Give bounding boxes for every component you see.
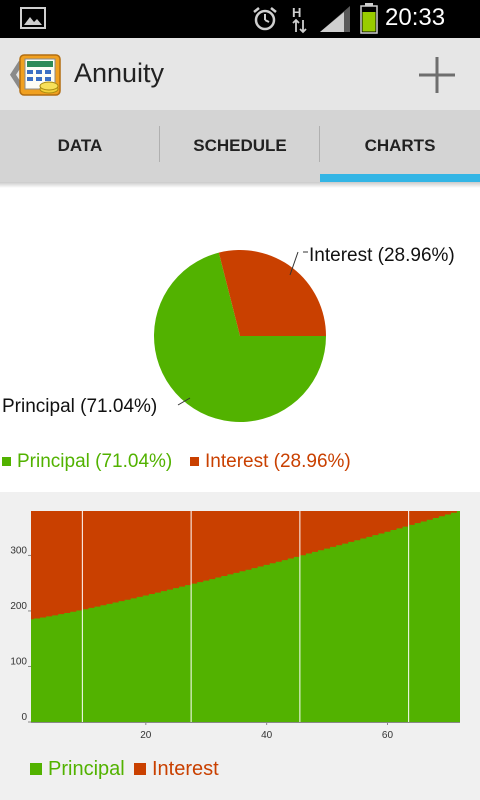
area-x-tick-label: 40 <box>261 730 273 741</box>
tab-divider <box>319 126 320 162</box>
pie-legend-label-interest: Interest (28.96%) <box>205 451 351 472</box>
pie-label-interest: Interest (28.96%) <box>309 245 455 266</box>
battery-icon <box>360 3 378 34</box>
network-type-icon: H <box>292 5 307 34</box>
pie-chart-panel: Interest (28.96%) Principal (71.04%) Pri… <box>0 188 480 492</box>
pie-legend-swatch-principal <box>2 457 11 466</box>
pie-legend: Principal (71.04%) Interest (28.96%) <box>0 451 480 475</box>
tab-charts[interactable]: CHARTS <box>364 136 436 155</box>
area-legend: Principal Interest <box>0 758 480 784</box>
tab-divider <box>159 126 160 162</box>
image-notification-icon <box>20 7 46 29</box>
area-legend-label-principal: Principal <box>48 758 125 780</box>
status-bar: H 20:33 <box>0 0 480 38</box>
tab-bar: DATA SCHEDULE CHARTS <box>0 110 480 182</box>
alarm-clock-icon <box>253 7 277 31</box>
area-y-tick-label: 100 <box>10 656 27 667</box>
tab-schedule[interactable]: SCHEDULE <box>193 136 287 155</box>
page-title: Annuity <box>74 58 165 88</box>
area-y-tick-label: 0 <box>21 712 27 723</box>
area-legend-swatch-principal <box>30 763 42 775</box>
tab-data[interactable]: DATA <box>57 136 103 155</box>
network-type-label: H <box>292 5 301 20</box>
pie-label-leader-principal <box>177 397 191 406</box>
pie-legend-item-principal: Principal (71.04%) <box>2 451 172 473</box>
area-y-tick-label: 300 <box>10 545 27 556</box>
signal-strength-icon <box>320 6 350 32</box>
status-time: 20:33 <box>385 4 446 31</box>
pie-legend-label-principal: Principal (71.04%) <box>17 451 173 472</box>
area-y-tick-label: 200 <box>10 601 27 612</box>
tab-bar-shadow <box>0 182 480 188</box>
pie-legend-item-interest: Interest (28.96%) <box>190 451 351 473</box>
area-series-principal <box>31 511 460 722</box>
area-chart-panel: 0 100 200 300 20 40 60 Principal Interest <box>0 492 480 800</box>
action-bar: ❮ Annuity <box>0 38 480 110</box>
tab-selected-indicator <box>320 174 480 182</box>
area-legend-item-interest: Interest <box>134 758 219 781</box>
area-chart: 0 100 200 300 20 40 60 <box>10 511 460 741</box>
pie-label-leader-interest <box>289 251 299 276</box>
pie-slice-interest[interactable] <box>218 249 326 336</box>
calculator-app-icon[interactable] <box>18 54 62 96</box>
area-axes: 0 100 200 300 20 40 60 <box>10 545 460 741</box>
pie-label-principal: Principal (71.04%) <box>2 396 157 417</box>
pie-slice-principal[interactable] <box>153 252 326 422</box>
area-plot <box>31 511 460 722</box>
area-legend-label-interest: Interest <box>152 758 219 780</box>
add-button[interactable] <box>416 54 458 96</box>
area-legend-item-principal: Principal <box>30 758 125 781</box>
area-x-tick-label: 20 <box>140 730 152 741</box>
pie-chart: Interest (28.96%) Principal (71.04%) <box>2 245 455 422</box>
pie-legend-swatch-interest <box>190 457 199 466</box>
area-legend-swatch-interest <box>134 763 146 775</box>
area-x-tick-label: 60 <box>382 730 394 741</box>
